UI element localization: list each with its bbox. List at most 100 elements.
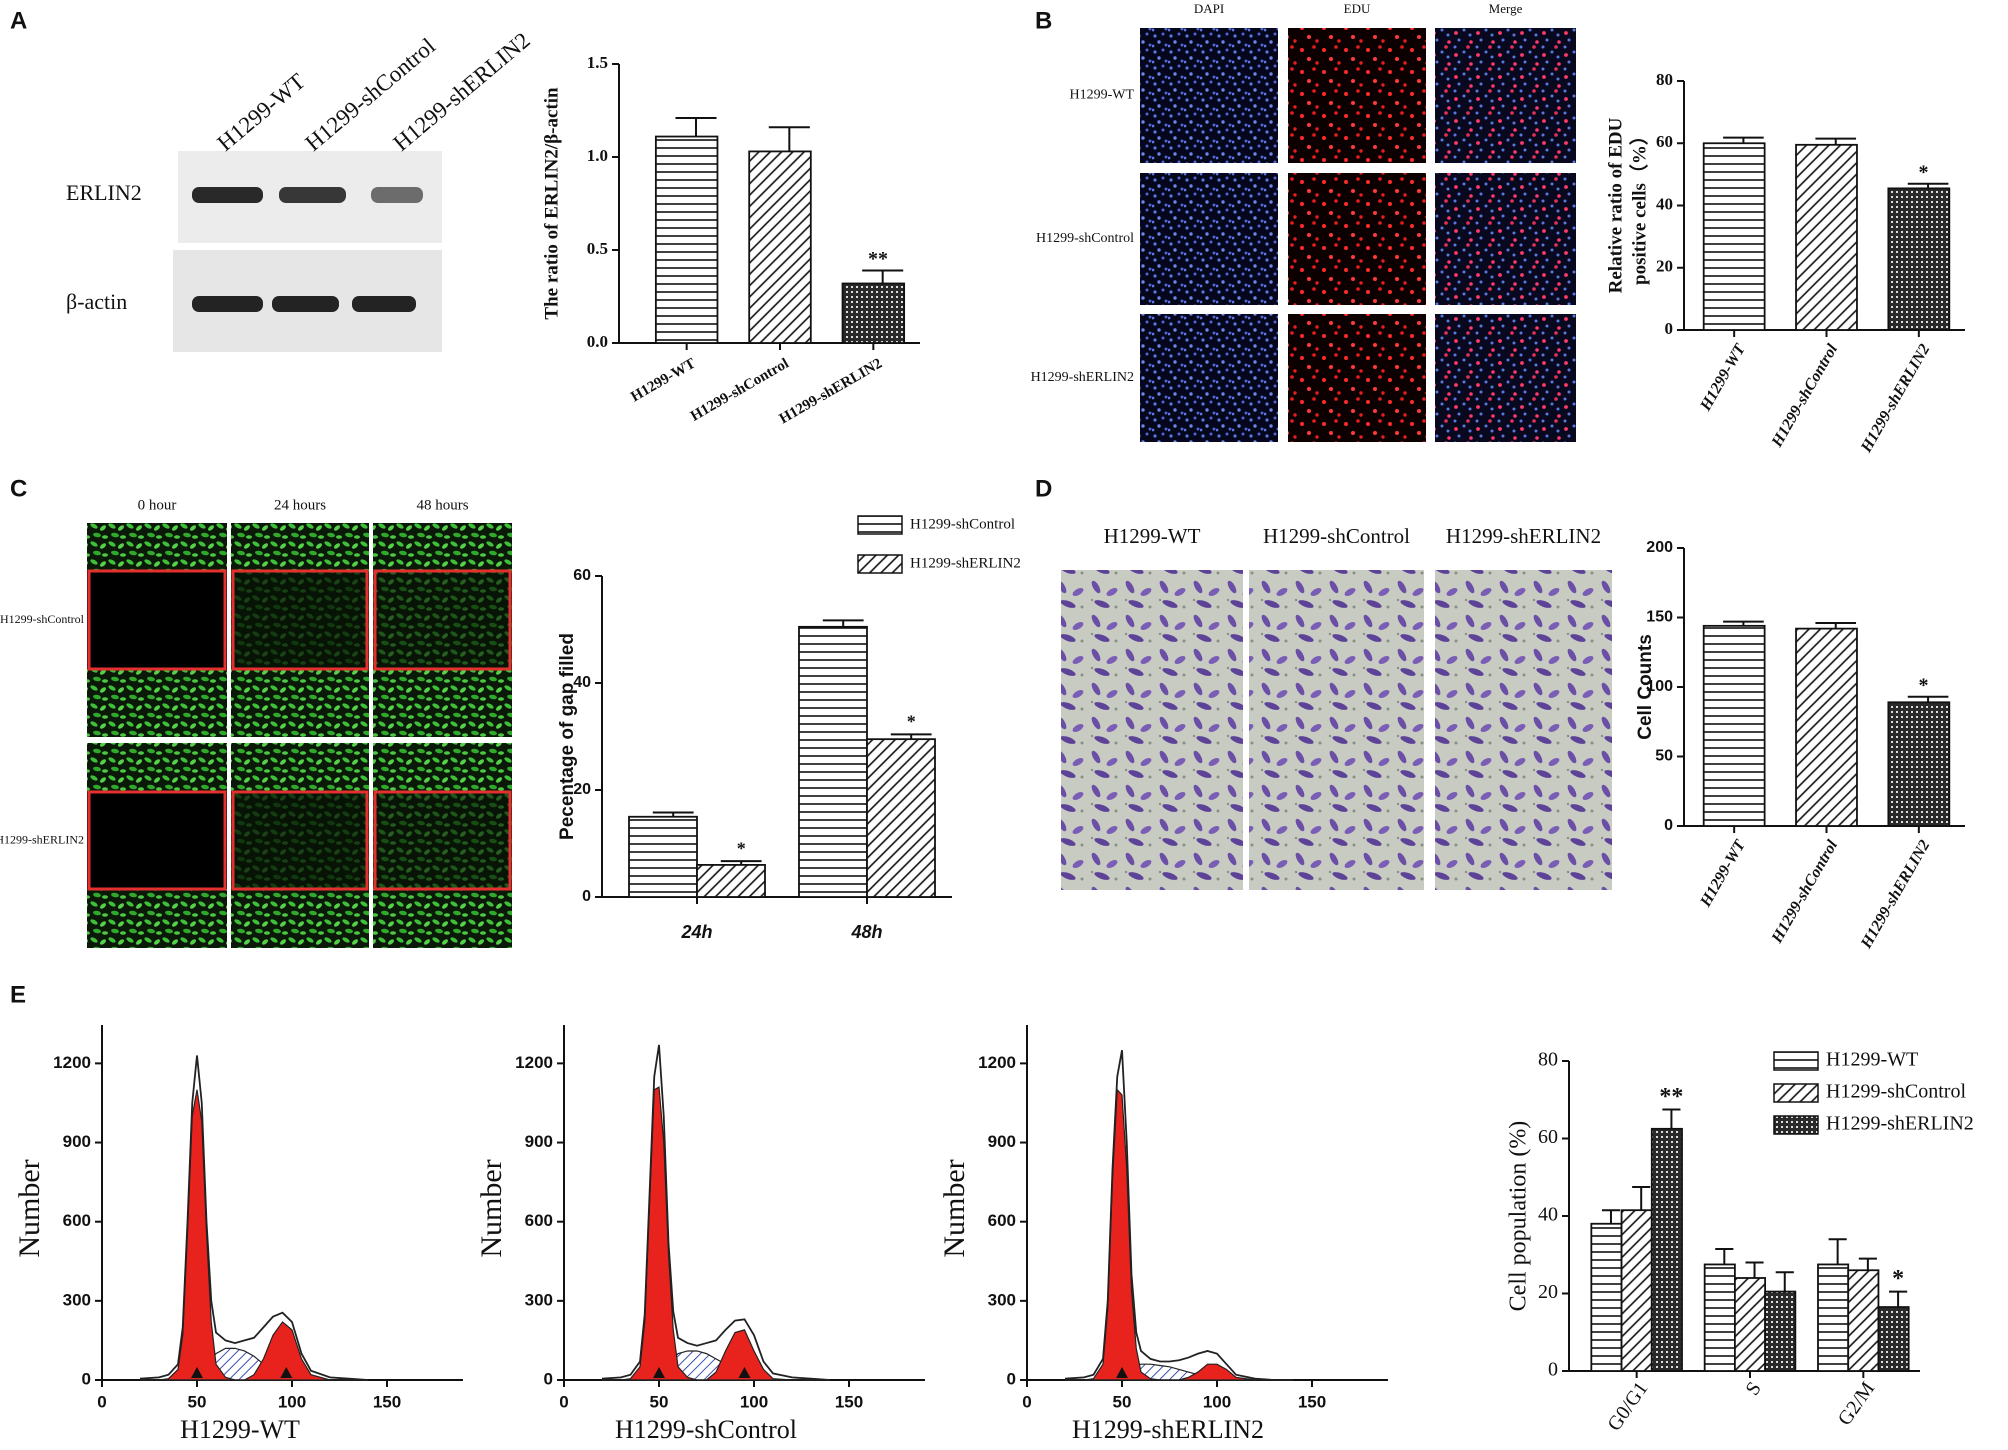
image-column-label: 24 hours	[274, 497, 326, 513]
significance-label: **	[1659, 1084, 1683, 1110]
bar	[1795, 627, 1858, 827]
peak-marker	[280, 1367, 293, 1378]
x-tick-label: 100	[278, 1392, 306, 1411]
y-tick-label: 0.0	[587, 332, 608, 351]
image-row-label: H1299-shERLIN2	[0, 832, 84, 846]
y-tick-label: 0	[1007, 1369, 1016, 1388]
bar	[696, 864, 766, 898]
blot-band	[352, 296, 416, 312]
significance-label: *	[1918, 674, 1928, 696]
y-tick-label: 1.5	[587, 53, 608, 72]
y-tick-label: 300	[988, 1290, 1016, 1309]
image-column-label: EDU	[1344, 1, 1371, 16]
y-axis-label: Number	[13, 1159, 46, 1257]
y-axis-label: The ratio of ERLIN2/β-actin	[541, 87, 562, 320]
y-tick-label: 150	[1646, 609, 1673, 626]
wound-box	[87, 569, 227, 671]
blot-row-label: ERLIN2	[66, 180, 142, 205]
image-column-label: 0 hour	[138, 497, 177, 513]
bar	[1817, 1263, 1850, 1372]
peak-marker	[653, 1367, 665, 1378]
image-column-label: Merge	[1489, 1, 1523, 16]
image-row-label: H1299-shERLIN2	[1031, 370, 1134, 385]
bar	[1703, 1263, 1736, 1372]
blot-band	[371, 187, 423, 203]
y-tick-label: 60	[573, 567, 591, 584]
y-tick-label: 20	[1656, 257, 1673, 276]
y-tick-label: 40	[573, 674, 591, 691]
peak-marker	[191, 1367, 203, 1378]
bar	[841, 282, 906, 344]
microscopy-image	[1288, 173, 1426, 305]
legend-label: H1299-shERLIN2	[910, 555, 1021, 571]
y-tick-label: 200	[1646, 539, 1673, 556]
bar	[628, 815, 698, 898]
microscopy-image	[1140, 314, 1278, 442]
image-column-label: DAPI	[1194, 1, 1224, 16]
x-tick-label: 50	[650, 1392, 669, 1411]
blot-row-label: β-actin	[66, 289, 127, 314]
significance-label: *	[737, 838, 746, 858]
y-tick-label: 1.0	[587, 146, 608, 165]
x-axis-label: H1299-shERLIN2	[1072, 1415, 1264, 1444]
microscopy-image	[1435, 570, 1612, 890]
y-tick-label: 300	[63, 1290, 91, 1309]
y-tick-label: 0	[1664, 817, 1673, 834]
image-row-label: H1299-shControl	[1036, 231, 1134, 246]
microscopy-image	[1288, 28, 1426, 163]
legend-swatch	[1773, 1083, 1819, 1103]
y-axis-label: Cell population (%)	[1506, 1121, 1532, 1312]
y-tick-label: 0	[582, 888, 591, 905]
wound-box	[87, 790, 227, 891]
bar	[1620, 1209, 1653, 1372]
x-tick-label: 24h	[680, 922, 712, 942]
blot-band	[279, 187, 346, 203]
y-tick-label: 900	[63, 1132, 91, 1151]
y-axis-label: Number	[938, 1159, 971, 1257]
histogram-outline	[601, 1044, 831, 1381]
microscopy-image	[1061, 570, 1243, 890]
bar	[1650, 1127, 1683, 1372]
image-row-label: H1299-shControl	[0, 612, 85, 626]
wound-box	[373, 790, 512, 891]
histogram-outline	[139, 1055, 369, 1381]
panel-label: B	[1035, 7, 1052, 34]
legend-label: H1299-shControl	[1826, 1081, 1966, 1103]
y-axis-label: Relative ratio of EDU	[1605, 117, 1626, 293]
wound-gap-cells	[231, 571, 369, 669]
wound-gap-cells	[373, 571, 512, 669]
x-tick-label: 100	[1203, 1392, 1231, 1411]
g2-peak-area	[1065, 1363, 1293, 1381]
image-row-label: H1299-WT	[1069, 88, 1134, 103]
y-tick-label: 1200	[978, 1053, 1016, 1072]
bar	[1733, 1277, 1767, 1372]
y-tick-label: 60	[1538, 1126, 1558, 1148]
wound-box	[231, 569, 369, 671]
blot-band	[192, 296, 263, 312]
panel-label: E	[10, 981, 26, 1008]
legend-label: H1299-shControl	[910, 516, 1015, 532]
y-tick-label: 1200	[515, 1053, 553, 1072]
legend-swatch	[1773, 1051, 1819, 1071]
bar	[1795, 143, 1858, 331]
y-tick-label: 900	[988, 1132, 1016, 1151]
y-tick-label: 100	[1646, 678, 1673, 695]
bar	[798, 625, 868, 898]
y-tick-label: 0	[82, 1369, 91, 1388]
y-tick-label: 300	[525, 1290, 553, 1309]
significance-label: *	[1892, 1266, 1904, 1292]
image-column-label: H1299-shERLIN2	[1446, 524, 1601, 548]
image-column-label: H1299-shControl	[1263, 524, 1410, 548]
peak-marker	[738, 1367, 751, 1378]
bar	[1702, 142, 1766, 331]
wound-gap-cells	[231, 792, 369, 889]
legend-label: H1299-shERLIN2	[1826, 1113, 1974, 1135]
x-tick-label: 0	[97, 1392, 106, 1411]
y-axis-label: Pecentage of gap filled	[557, 633, 578, 840]
bar	[1847, 1269, 1880, 1372]
x-tick-label: 0	[1022, 1392, 1031, 1411]
x-tick-label: 100	[740, 1392, 768, 1411]
bar	[1877, 1306, 1910, 1372]
